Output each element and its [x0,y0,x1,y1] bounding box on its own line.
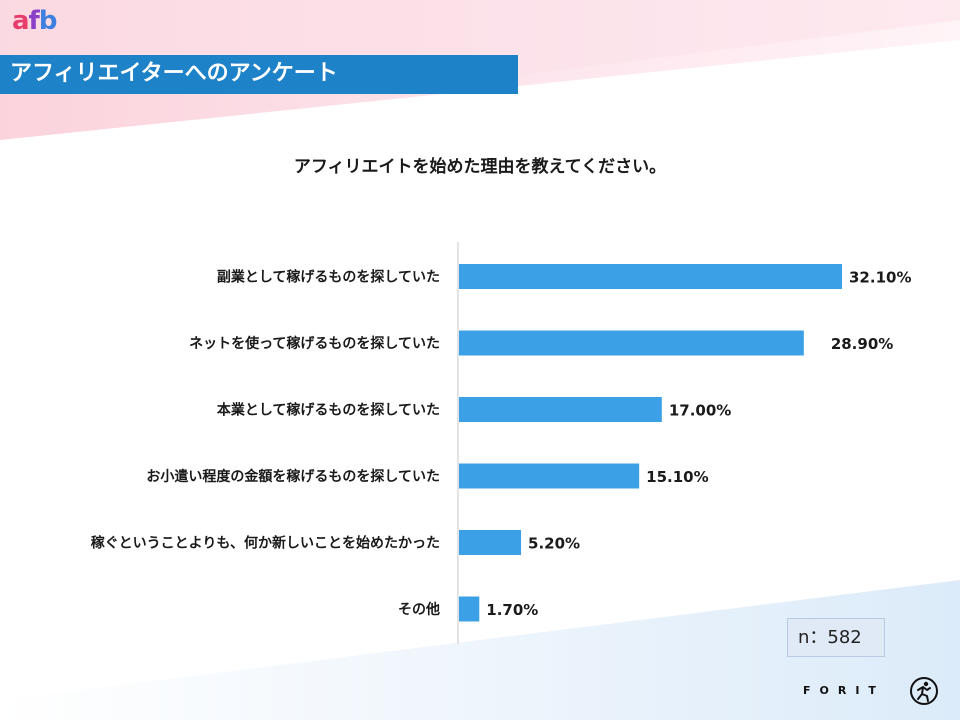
afb-logo: afb [12,6,57,36]
title-band [0,55,518,94]
question-text: アフィリエイトを始めた理由を教えてください。 [293,157,667,177]
forit-brand: FORIT [803,684,885,697]
category-label-2: ネットを使って稼げるものを探していた [189,335,440,352]
category-label-6: その他 [398,601,440,618]
value-label-4: 15.10% [646,468,708,486]
value-label-3: 17.00% [669,402,731,420]
value-label-6: 1.70% [486,601,538,619]
category-label-3: 本業として稼げるものを探していた [217,402,440,419]
runner-logo-icon [910,677,938,705]
bar-6 [459,596,480,622]
bar-3 [459,397,662,422]
category-label-1: 副業として稼げるものを探していた [217,269,440,286]
category-label-4: お小遣い程度の金額を稼げるものを探していた [146,468,440,485]
sample-size-badge: n：582 [787,618,885,657]
category-label-5: 稼ぐということよりも、何か新しいことを始めたかった [91,535,440,552]
page-title: アフィリエイターへのアンケート [10,61,338,86]
bar-1 [459,264,842,289]
bar-4 [459,463,640,489]
value-label-2: 28.90% [831,335,893,353]
value-label-5: 5.20% [528,535,580,553]
bar-5 [459,530,522,555]
bar-2 [459,330,804,356]
value-label-1: 32.10% [849,269,911,287]
